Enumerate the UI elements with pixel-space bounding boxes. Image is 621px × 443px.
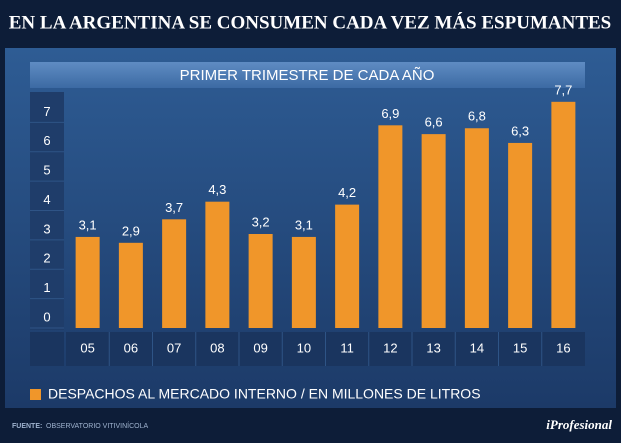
x-tick-label: 16 xyxy=(556,340,570,355)
bar xyxy=(335,204,360,328)
y-tick-label: 0 xyxy=(43,309,50,324)
brand-logo: iProfesional xyxy=(546,417,612,432)
subtitle-bar xyxy=(30,62,585,88)
bar xyxy=(118,242,143,328)
value-label: 4,2 xyxy=(338,185,356,200)
bar xyxy=(464,128,489,328)
value-label: 3,1 xyxy=(295,217,313,232)
value-label: 7,7 xyxy=(554,82,572,97)
y-tick-label: 4 xyxy=(43,192,50,207)
x-tick-label: 09 xyxy=(253,340,267,355)
value-label: 6,6 xyxy=(425,115,443,130)
chart-title: EN LA ARGENTINA SE CONSUMEN CADA VEZ MÁS… xyxy=(9,11,611,33)
y-tick-label: 7 xyxy=(43,104,50,119)
value-label: 3,2 xyxy=(252,214,270,229)
bar xyxy=(378,125,403,328)
y-tick-label: 5 xyxy=(43,163,50,178)
value-label: 3,7 xyxy=(165,200,183,215)
x-axis-corner xyxy=(30,332,64,366)
x-tick-label: 15 xyxy=(513,340,527,355)
x-tick-label: 06 xyxy=(124,340,138,355)
y-tick-label: 3 xyxy=(43,221,50,236)
y-tick-label: 1 xyxy=(43,280,50,295)
bar xyxy=(75,236,100,328)
bar xyxy=(248,234,273,328)
x-tick-label: 07 xyxy=(167,340,181,355)
value-label: 2,9 xyxy=(122,223,140,238)
value-label: 6,3 xyxy=(511,123,529,138)
bar xyxy=(205,201,230,328)
bar xyxy=(291,236,316,328)
chart-subtitle: PRIMER TRIMESTRE DE CADA AÑO xyxy=(180,67,435,84)
bar xyxy=(551,101,576,328)
x-tick-label: 13 xyxy=(426,340,440,355)
x-tick-label: 08 xyxy=(210,340,224,355)
x-tick-label: 14 xyxy=(470,340,484,355)
y-tick-label: 6 xyxy=(43,133,50,148)
bar xyxy=(508,142,533,328)
value-label: 4,3 xyxy=(208,182,226,197)
legend-swatch xyxy=(30,389,41,400)
source-label: FUENTE: xyxy=(12,423,42,430)
value-label: 3,1 xyxy=(79,217,97,232)
y-tick-label: 2 xyxy=(43,251,50,266)
bar xyxy=(162,219,187,328)
value-label: 6,9 xyxy=(381,106,399,121)
legend-label: DESPACHOS AL MERCADO INTERNO / EN MILLON… xyxy=(48,386,481,402)
source: OBSERVATORIO VITIVINÍCOLA xyxy=(46,421,149,430)
value-label: 6,8 xyxy=(468,109,486,124)
x-tick-label: 11 xyxy=(340,340,354,355)
bar xyxy=(421,134,446,328)
x-tick-label: 12 xyxy=(383,340,397,355)
x-tick-label: 05 xyxy=(80,340,94,355)
x-tick-label: 10 xyxy=(297,340,311,355)
